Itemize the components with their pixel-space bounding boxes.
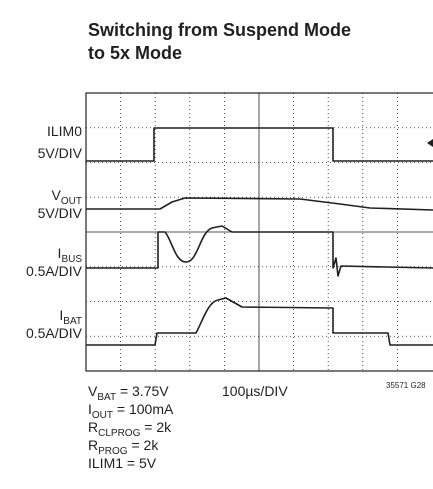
condition: VBAT = 3.75V (88, 383, 169, 403)
figure-id: 35571 G28 (386, 381, 426, 390)
trace-scale: 5V/DIV (38, 145, 83, 161)
trigger-marker (427, 139, 433, 147)
trace-labels: ILIM0 5V/DIV VOUT 5V/DIV IBUS 0.5A/DIV I… (26, 123, 83, 341)
condition: RPROG = 2k (88, 437, 159, 457)
trace-label: ILIM0 (47, 123, 82, 139)
ibus-trace (86, 225, 433, 277)
timebase: 100µs/DIV (222, 383, 288, 399)
traces (86, 127, 433, 346)
title-line: Switching from Suspend Mode (88, 20, 351, 40)
trace-label: IBUS (58, 245, 83, 265)
trace-scale: 5V/DIV (38, 205, 83, 221)
trace-label: IBAT (59, 307, 82, 327)
ibat-trace (86, 297, 433, 346)
trace-label: VOUT (52, 187, 82, 207)
trace-scale: 0.5A/DIV (26, 263, 83, 279)
title-line: to 5x Mode (88, 43, 182, 63)
condition: ILIM1 = 5V (88, 455, 157, 471)
ilim0-trace (86, 127, 433, 162)
condition: RCLPROG = 2k (88, 419, 172, 439)
conditions: VBAT = 3.75V IOUT = 100mA RCLPROG = 2k R… (88, 383, 174, 471)
vout-trace (86, 197, 433, 211)
condition: IOUT = 100mA (88, 401, 174, 421)
trace-scale: 0.5A/DIV (26, 325, 83, 341)
